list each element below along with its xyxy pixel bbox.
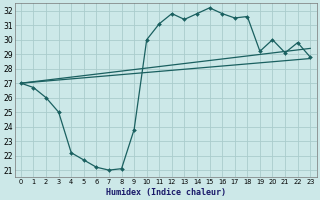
X-axis label: Humidex (Indice chaleur): Humidex (Indice chaleur) [106,188,226,197]
